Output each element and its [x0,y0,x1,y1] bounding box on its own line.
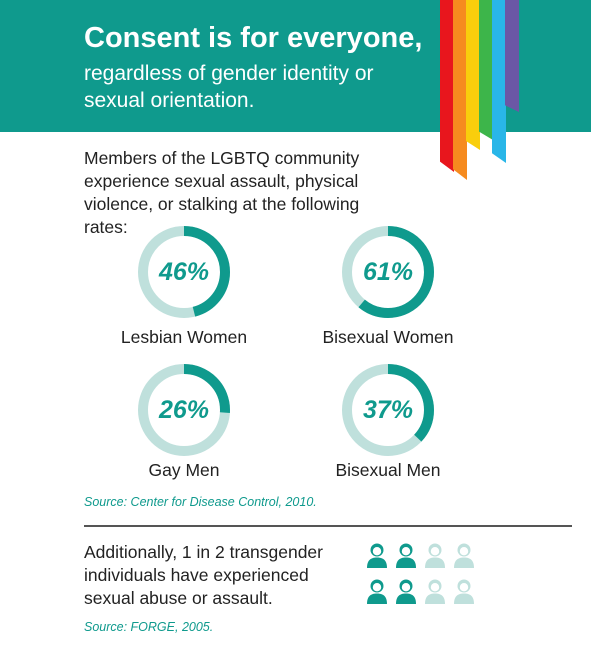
donut-svg [138,364,230,456]
divider [84,525,572,527]
donut-bisexual-women: 61% [340,224,436,320]
source-cdc: Source: Center for Disease Control, 2010… [84,495,317,509]
donut-svg [342,226,434,318]
person-icon [366,542,388,568]
donut-percent-label: 61% [362,258,414,286]
donut-category-label: Lesbian Women [120,327,248,347]
intro-text: Members of the LGBTQ community experienc… [84,148,360,237]
person-icon [395,578,417,604]
person-icon [366,578,388,604]
donut-value-arc [138,364,230,456]
donut-bisexual-men: 37% [340,362,436,458]
donut-percent-label: 46% [158,258,210,286]
rainbow-stripe-5 [492,0,506,163]
people-icon-grid [366,542,481,610]
rainbow-stripe-4 [479,0,493,140]
donut-value-arc [342,364,434,456]
rainbow-stripe-3 [466,0,480,150]
source-forge: Source: FORGE, 2005. [84,620,214,634]
donut-category-label: Gay Men [148,460,220,480]
rainbow-stripe-6 [505,0,519,112]
person-icon [453,578,475,604]
person-icon [395,542,417,568]
donut-svg [138,226,230,318]
donut-percent-label: 26% [158,396,210,424]
donut-value-arc [138,226,230,318]
donut-lesbian-women: 46% [136,224,232,320]
page-title: Consent is for everyone, [84,22,423,54]
person-icon [424,578,446,604]
page-subtitle: regardless of gender identity or sexual … [84,62,374,112]
donut-category-label: Bisexual Men [335,460,441,480]
donut-percent-label: 37% [362,396,414,424]
donut-category-label: Bisexual Women [322,327,454,347]
donut-svg [342,364,434,456]
donut-value-arc [342,226,434,318]
person-icon [424,542,446,568]
donut-gay-men: 26% [136,362,232,458]
person-icon [453,542,475,568]
transgender-stat-text: Additionally, 1 in 2 transgender individ… [84,542,323,608]
rainbow-stripe-2 [453,0,467,180]
rainbow-stripe-1 [440,0,454,172]
